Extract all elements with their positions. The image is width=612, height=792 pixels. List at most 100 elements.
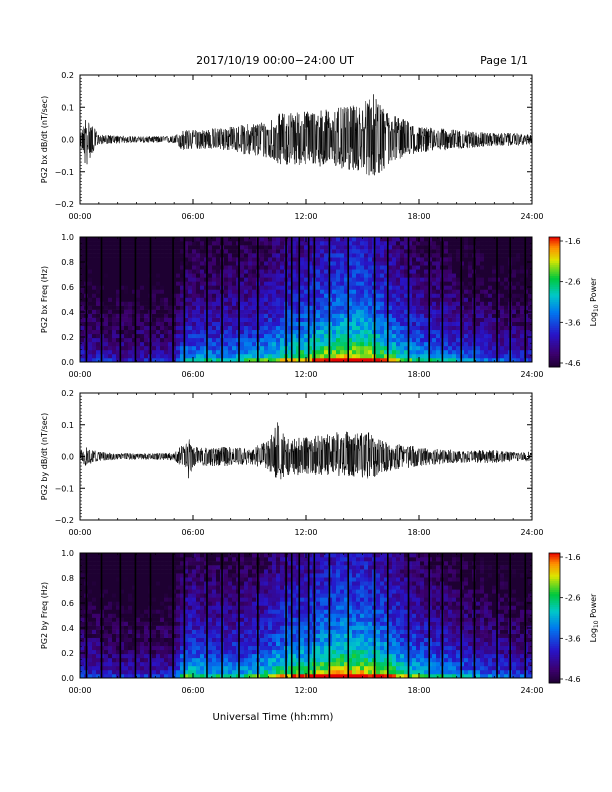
spectrogram-cell — [332, 281, 337, 286]
spectrogram-cell — [268, 305, 273, 310]
spectrogram-cell — [288, 281, 293, 286]
spectrogram-cell — [228, 353, 233, 359]
spectrogram-cell — [444, 349, 449, 355]
spectrogram-cell — [184, 317, 189, 322]
spectrogram-cell — [380, 341, 385, 347]
spectrogram-cell — [476, 261, 481, 266]
spectrogram-cell — [204, 337, 209, 343]
spectrogram-cell — [452, 285, 457, 290]
spectrogram-cell — [144, 341, 149, 347]
spectrogram-cell — [244, 273, 249, 278]
spectrogram-cell — [392, 349, 397, 355]
spectrogram-cell — [184, 325, 189, 331]
spectrogram-cell — [172, 269, 177, 274]
spectrogram-cell — [248, 241, 253, 246]
spectrogram-cell — [244, 317, 249, 322]
spectrogram-cell — [80, 313, 85, 318]
spectrogram-cell — [152, 349, 157, 355]
spectrogram-cell — [208, 649, 213, 655]
spectrogram-cell — [212, 357, 217, 363]
spectrogram-cell — [92, 277, 97, 282]
spectrogram-cell — [136, 289, 141, 294]
panel-2: 00:00 06:00 12:00 18:00 24:001.00.80.60.40.2… — [40, 233, 544, 379]
spectrogram-cell — [268, 265, 273, 270]
spectrogram-cell — [376, 297, 381, 302]
spectrogram-cell — [452, 305, 457, 310]
spectrogram-cell — [208, 637, 213, 643]
spectrogram-cell — [348, 357, 353, 363]
spectrogram-cell — [484, 333, 489, 339]
spectrogram-cell — [92, 661, 97, 667]
spectrogram-cell — [332, 265, 337, 270]
spectrogram-cell — [180, 561, 185, 566]
spectrogram-cell — [80, 289, 85, 294]
spectrogram-cell — [200, 601, 205, 606]
spectrogram-cell — [184, 669, 189, 675]
spectrogram-cell — [108, 249, 113, 254]
spectrogram-cell — [408, 357, 413, 363]
spectrogram-cell — [520, 325, 525, 331]
spectrogram-cell — [308, 341, 313, 347]
spectrogram-cell — [224, 277, 229, 282]
spectrogram-cell — [236, 341, 241, 347]
spectrogram-cell — [216, 317, 221, 322]
spectrogram-cell — [428, 265, 433, 270]
spectrogram-cell — [292, 357, 297, 363]
spectrogram-cell — [340, 237, 345, 242]
spectrogram-cell — [168, 669, 173, 675]
spectrogram-cell — [276, 237, 281, 242]
spectrogram-cell — [212, 653, 217, 659]
spectrogram-cell — [268, 321, 273, 327]
spectrogram-cell — [188, 613, 193, 618]
spectrogram-cell — [336, 285, 341, 290]
spectrogram-cell — [132, 345, 137, 351]
spectrogram-cell — [128, 265, 133, 270]
spectrogram-cell — [144, 593, 149, 598]
spectrogram-cell — [88, 597, 93, 602]
spectrogram-cell — [456, 241, 461, 246]
spectrogram-cell — [192, 289, 197, 294]
spectrogram-cell — [200, 357, 205, 363]
spectrogram-cell — [316, 245, 321, 250]
spectrogram-cell — [224, 301, 229, 306]
spectrogram-cell — [364, 245, 369, 250]
spectrogram-cell — [280, 349, 285, 355]
spectrogram-cell — [156, 301, 161, 306]
spectrogram-cell — [196, 669, 201, 675]
spectrogram-cell — [420, 305, 425, 310]
spectrogram-cell — [352, 257, 357, 262]
spectrogram-cell — [172, 277, 177, 282]
spectrogram-cell — [92, 633, 97, 638]
spectrogram-cell — [112, 617, 117, 622]
spectrogram-cell — [336, 293, 341, 298]
spectrogram-cell — [468, 249, 473, 254]
spectrogram-cell — [520, 245, 525, 250]
spectrogram-cell — [160, 637, 165, 643]
spectrogram-cell — [504, 293, 509, 298]
spectrogram-cell — [348, 313, 353, 318]
spectrogram-cell — [196, 337, 201, 343]
spectrogram-cell — [216, 649, 221, 655]
spectrogram-cell — [288, 353, 293, 359]
spectrogram-cell — [136, 593, 141, 598]
spectrogram-cell — [204, 349, 209, 355]
spectrogram-cell — [140, 641, 145, 647]
spectrogram-cell — [300, 337, 305, 343]
spectrogram-cell — [324, 317, 329, 322]
spectrogram-cell — [376, 329, 381, 335]
spectrogram-cell — [80, 349, 85, 355]
spectrogram-cell — [88, 345, 93, 351]
spectrogram-cell — [272, 285, 277, 290]
spectrogram-cell — [224, 329, 229, 335]
spectrogram-cell — [444, 293, 449, 298]
spectrogram-cell — [152, 609, 157, 614]
spectrogram-cell — [444, 285, 449, 290]
spectrogram-cell — [276, 249, 281, 254]
spectrogram-cell — [448, 257, 453, 262]
spectrogram-cell — [140, 645, 145, 651]
spectrogram-cell — [160, 329, 165, 335]
spectrogram-cell — [244, 289, 249, 294]
spectrogram-cell — [164, 617, 169, 622]
spectrogram-cell — [96, 657, 101, 663]
spectrogram-cell — [388, 325, 393, 331]
